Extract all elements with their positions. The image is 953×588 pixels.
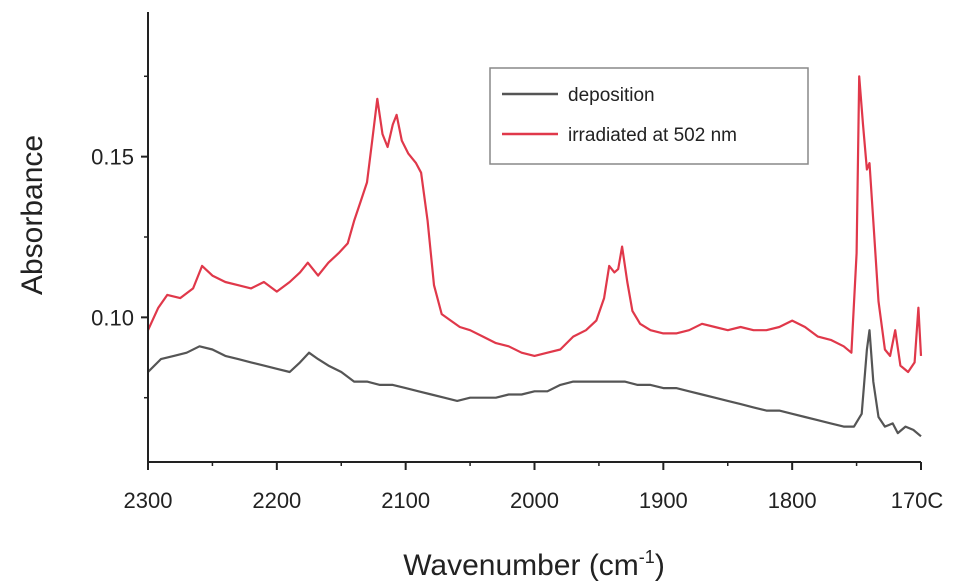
series-line-irradiated-at-502-nm bbox=[146, 75, 923, 374]
legend: deposition irradiated at 502 nm bbox=[489, 67, 809, 165]
x-tick-label: 2300 bbox=[124, 488, 173, 513]
y-tick-label: 0.15 bbox=[91, 145, 134, 170]
x-axis-ticks: 2300 2200 2100 2000 1900 1800 170C bbox=[124, 462, 944, 513]
legend-label-deposition: deposition bbox=[568, 85, 655, 106]
y-axis-ticks: 0.10 0.15 bbox=[91, 75, 148, 399]
legend-box bbox=[489, 67, 809, 165]
x-tick-label: 1800 bbox=[768, 488, 817, 513]
series-layer bbox=[146, 75, 923, 438]
series-line-deposition bbox=[147, 329, 922, 438]
y-axis-title: Absorbance bbox=[16, 135, 49, 295]
x-tick-label: 170C bbox=[891, 488, 944, 513]
x-tick-label: 2000 bbox=[510, 488, 559, 513]
x-tick-label: 1900 bbox=[639, 488, 688, 513]
x-axis-title: Wavenumber (cm-1) bbox=[403, 547, 665, 582]
legend-label-irradiated: irradiated at 502 nm bbox=[568, 125, 737, 146]
y-tick-label: 0.10 bbox=[91, 305, 134, 330]
x-tick-label: 2200 bbox=[252, 488, 301, 513]
x-tick-label: 2100 bbox=[381, 488, 430, 513]
